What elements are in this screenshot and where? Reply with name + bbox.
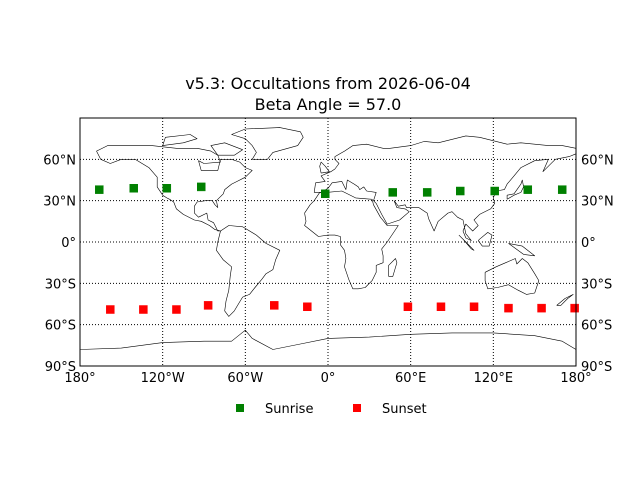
sunrise-point [95, 185, 104, 194]
x-tick-label: 180° [64, 371, 95, 386]
sunset-point [139, 305, 148, 314]
sunrise-point [523, 185, 533, 194]
coastline-new-guinea [508, 243, 536, 257]
coastline-baffin [210, 142, 243, 156]
legend-marker-sunset [353, 404, 361, 412]
coastline-greenland [231, 127, 304, 160]
sunset-point [270, 301, 279, 310]
chart-subtitle: Beta Angle = 57.0 [255, 95, 402, 114]
sunset-point [537, 303, 546, 313]
y-tick-label-left: 30°N [43, 195, 76, 210]
coastline-japan [506, 179, 524, 200]
coastline-africa [304, 190, 399, 290]
x-tick-label: 60°E [395, 371, 426, 386]
legend-marker-sunrise [236, 404, 244, 412]
coastline-canada-arctic [162, 134, 198, 146]
sunrise-point [490, 186, 499, 196]
y-tick-label-left: 60°N [43, 153, 76, 168]
y-tick-label-left: 0° [61, 236, 76, 251]
coastline-uk [319, 161, 330, 174]
world-map [79, 127, 577, 350]
y-tick-label-right: 90°S [581, 360, 612, 375]
sunset-point [504, 303, 513, 313]
y-tick-label-right: 60°N [581, 153, 614, 168]
coastline-australia [484, 258, 540, 295]
x-tick-label: 120°E [474, 371, 514, 386]
sunset-point [469, 302, 479, 312]
sunrise-point [162, 184, 172, 193]
sunset-point [303, 302, 312, 312]
sunset-point [106, 305, 115, 314]
sunrise-point [388, 188, 398, 197]
sunset-point [436, 302, 446, 312]
sunrise-point [320, 189, 330, 199]
data-points [95, 182, 579, 314]
sunrise-point [422, 188, 432, 197]
x-tick-label: 120°W [141, 371, 185, 386]
coastline-south-america [216, 225, 281, 317]
chart-title: v5.3: Occultations from 2026-06-04 [185, 74, 471, 93]
sunset-point [570, 303, 579, 313]
coastline-madagascar [388, 258, 398, 277]
legend-label-sunrise: Sunrise [265, 402, 313, 417]
coastline-north-america [96, 145, 253, 232]
y-tick-label-left: 90°S [45, 360, 76, 375]
coastline-antarctica [79, 329, 577, 350]
y-tick-label-right: 30°N [581, 195, 614, 210]
sunset-point [403, 302, 413, 312]
coastline-borneo [477, 232, 493, 247]
coastline-new-zealand [556, 294, 574, 306]
sunrise-point [456, 186, 465, 196]
sunset-point [172, 305, 181, 314]
legend: Sunrise Sunset [236, 402, 427, 417]
grid [80, 118, 576, 366]
x-tick-label: 60°W [227, 371, 263, 386]
coastline-eurasia [313, 135, 577, 241]
sunrise-point [196, 182, 206, 192]
sunrise-point [129, 184, 138, 193]
sunrise-point [557, 185, 567, 194]
sunset-point [203, 301, 213, 310]
y-tick-label-right: 0° [581, 236, 596, 251]
axis-ticks: 180° 120°W 60°W 0° 60°E 120°E 180° 60°N 60°N 30°N… [43, 153, 614, 386]
coastline-indonesia-sumatra [458, 234, 475, 251]
x-tick-label: 180° [560, 371, 591, 386]
y-tick-label-right: 60°S [581, 319, 612, 334]
legend-label-sunset: Sunset [382, 402, 427, 417]
y-tick-label-left: 30°S [45, 277, 76, 292]
plot-frame [79, 117, 577, 367]
x-tick-label: 0° [321, 371, 336, 386]
y-tick-label-left: 60°S [45, 319, 76, 334]
y-tick-label-right: 30°S [581, 277, 612, 292]
